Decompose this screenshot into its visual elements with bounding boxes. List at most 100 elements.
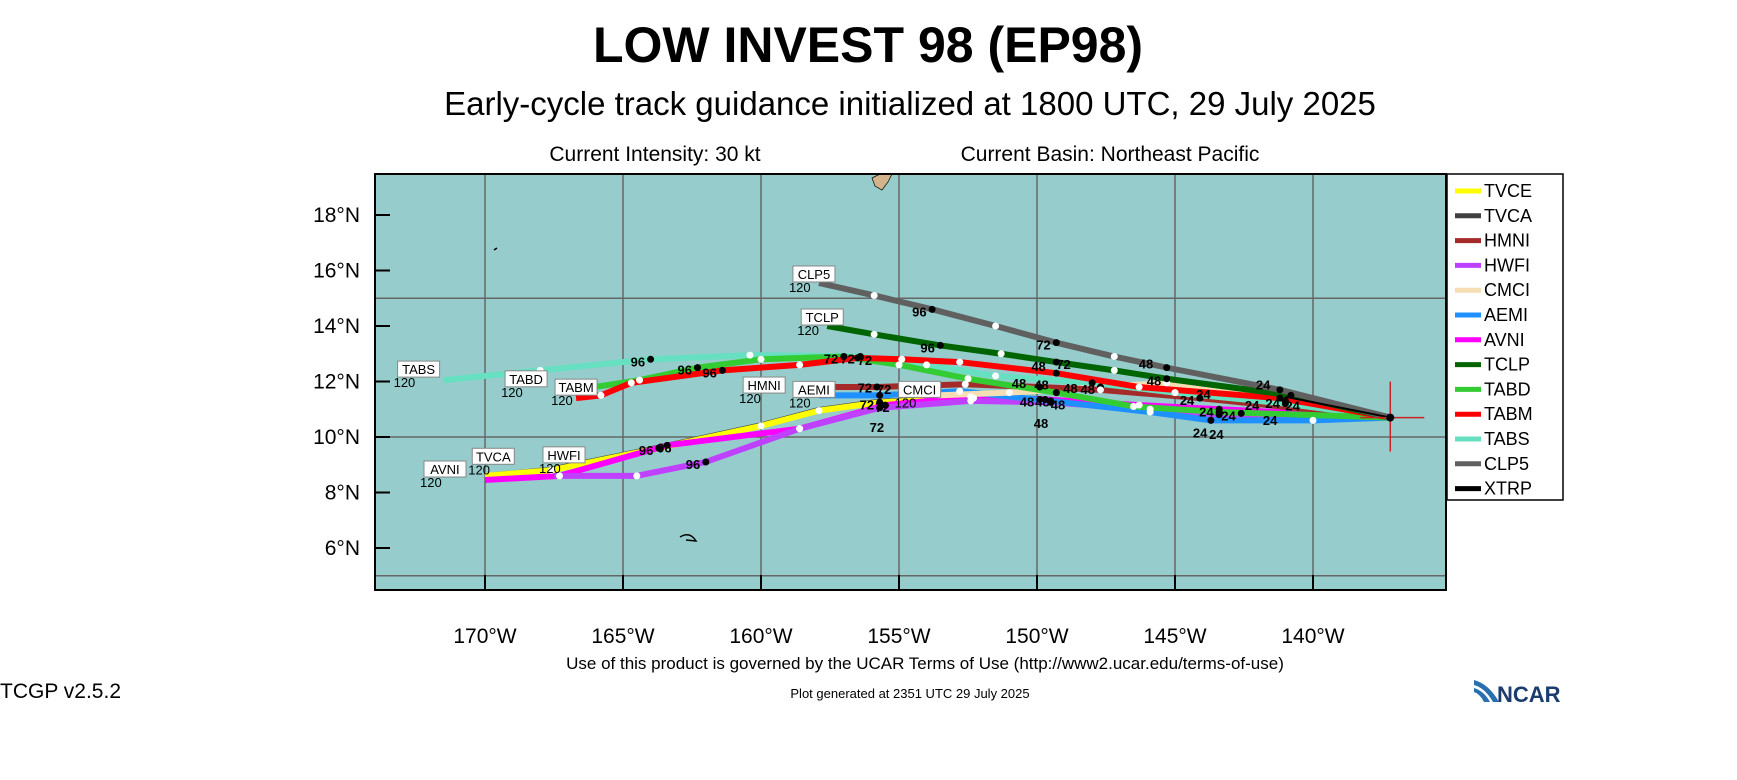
intermediate-dot bbox=[870, 291, 878, 299]
forecast-hour-label: 48 bbox=[1139, 357, 1153, 372]
intermediate-dot bbox=[1110, 366, 1118, 374]
forecast-hour-dot bbox=[1036, 383, 1044, 391]
storm-origin-dot bbox=[1386, 413, 1395, 422]
track-label-box bbox=[471, 447, 515, 465]
forecast-hour-label: 24 bbox=[1196, 387, 1211, 402]
forecast-hour-label: 72 bbox=[1036, 338, 1050, 353]
intermediate-dot bbox=[547, 466, 555, 474]
legend-entry-tabm: TABM bbox=[1484, 404, 1533, 424]
chart-subtitle: Early-cycle track guidance initialized a… bbox=[444, 85, 1376, 122]
intermediate-dot bbox=[796, 425, 804, 433]
forecast-hour-dot bbox=[1196, 394, 1204, 402]
forecast-hour-label: 24 bbox=[1193, 425, 1208, 440]
forecast-hour-dot bbox=[1052, 369, 1060, 377]
forecast-hour-dot bbox=[1088, 379, 1096, 387]
forecast-hour-dot bbox=[1276, 386, 1284, 394]
legend-entry-tabd: TABD bbox=[1484, 379, 1531, 399]
forecast-hour-label-group: 96 bbox=[678, 363, 692, 378]
x-tick-label: 170°W bbox=[453, 625, 516, 648]
forecast-hour-label-group: 72 bbox=[858, 380, 872, 395]
forecast-hour-dot bbox=[854, 354, 862, 362]
forecast-hour-dot bbox=[876, 391, 884, 399]
forecast-hour-label-group: 24 bbox=[1199, 404, 1214, 419]
track-label-tvca: TVCA bbox=[476, 449, 511, 464]
forecast-hour-label-group: 24 bbox=[1209, 427, 1224, 442]
forecast-hour-label-group: 72 bbox=[860, 397, 874, 412]
forecast-hour-label-group: 96 bbox=[912, 304, 926, 319]
intermediate-dot bbox=[1146, 408, 1154, 416]
intermediate-dot bbox=[870, 330, 878, 338]
forecast-hour-dot bbox=[663, 441, 671, 449]
track-label-avni: AVNI bbox=[430, 462, 459, 477]
end-hour-label: 120 bbox=[539, 461, 561, 476]
intermediate-dot bbox=[964, 375, 972, 383]
x-tick-label: 155°W bbox=[867, 625, 930, 648]
forecast-hour-label-group: 24 bbox=[1193, 425, 1208, 440]
legend-entry-xtrp: XTRP bbox=[1484, 479, 1532, 499]
track-label-box bbox=[792, 380, 836, 398]
legend-entry-hwfi: HWFI bbox=[1484, 255, 1530, 275]
legend-entry-avni: AVNI bbox=[1484, 330, 1525, 350]
intermediate-dot bbox=[1171, 389, 1179, 397]
forecast-hour-dot bbox=[1052, 358, 1060, 366]
forecast-hour-label-group: 72 bbox=[870, 420, 884, 435]
forecast-hour-dot bbox=[1047, 397, 1055, 405]
forecast-hour-label-group: 96 bbox=[639, 443, 653, 458]
forecast-hour-label-group: 24 bbox=[1180, 393, 1195, 408]
forecast-hour-label-group: 24 bbox=[1196, 387, 1211, 402]
x-tick-label: 160°W bbox=[729, 625, 792, 648]
legend-entry-clp5: CLP5 bbox=[1484, 454, 1529, 474]
forecast-hour-dot bbox=[718, 366, 726, 374]
x-tick-label: 150°W bbox=[1005, 625, 1068, 648]
track-label-aemi: AEMI bbox=[798, 382, 830, 397]
forecast-hour-label: 96 bbox=[678, 363, 692, 378]
track-label-box bbox=[554, 378, 598, 396]
terms-of-use: Use of this product is governed by the U… bbox=[566, 654, 1284, 673]
forecast-hour-label: 48 bbox=[1051, 397, 1065, 412]
track-label-box bbox=[800, 308, 844, 326]
intermediate-dot bbox=[556, 472, 564, 480]
forecast-hour-label: 48 bbox=[1031, 359, 1045, 374]
forecast-hour-dot bbox=[876, 404, 884, 412]
intermediate-dot bbox=[956, 358, 964, 366]
forecast-hour-label: 96 bbox=[631, 354, 645, 369]
forecast-hour-label: 72 bbox=[877, 382, 891, 397]
y-tick-label: 16°N bbox=[313, 260, 360, 283]
intermediate-dot bbox=[597, 391, 605, 399]
intermediate-dot bbox=[992, 372, 1000, 380]
intermediate-dot bbox=[1135, 401, 1143, 409]
legend-entry-tclp: TCLP bbox=[1484, 355, 1530, 375]
storm-origin-crosshair bbox=[1360, 381, 1425, 452]
forecast-hour-label-group: 24 bbox=[1263, 413, 1278, 428]
x-tick-label: 165°W bbox=[591, 625, 654, 648]
plot-generated-time: Plot generated at 2351 UTC 29 July 2025 bbox=[790, 686, 1029, 701]
legend-entry-tvce: TVCE bbox=[1484, 181, 1532, 201]
intermediate-dot bbox=[923, 361, 931, 369]
forecast-hour-label: 96 bbox=[657, 440, 671, 455]
end-hour-label: 120 bbox=[739, 391, 761, 406]
legend-entry-tvca: TVCA bbox=[1484, 206, 1532, 226]
intermediate-dot bbox=[636, 376, 644, 384]
forecast-hour-dot bbox=[647, 355, 655, 363]
intermediate-dot bbox=[1110, 353, 1118, 361]
end-hour-label: 120 bbox=[797, 323, 819, 338]
forecast-hour-label: 24 bbox=[1221, 408, 1236, 423]
forecast-hour-label: 72 bbox=[824, 352, 838, 367]
intermediate-dot bbox=[757, 422, 765, 430]
legend-entry-tabs: TABS bbox=[1484, 429, 1530, 449]
forecast-hour-label-group: 72 bbox=[858, 353, 872, 368]
forecast-hour-label: 48 bbox=[1147, 374, 1161, 389]
forecast-hour-label-group: 48 bbox=[1035, 395, 1049, 410]
track-label-box bbox=[542, 446, 586, 464]
track-label-hmni: HMNI bbox=[748, 378, 781, 393]
forecast-hour-label: 72 bbox=[858, 353, 872, 368]
forecast-hour-label-group: 48 bbox=[1012, 376, 1026, 391]
intermediate-dot bbox=[1096, 386, 1104, 394]
forecast-hour-label: 96 bbox=[702, 365, 716, 380]
